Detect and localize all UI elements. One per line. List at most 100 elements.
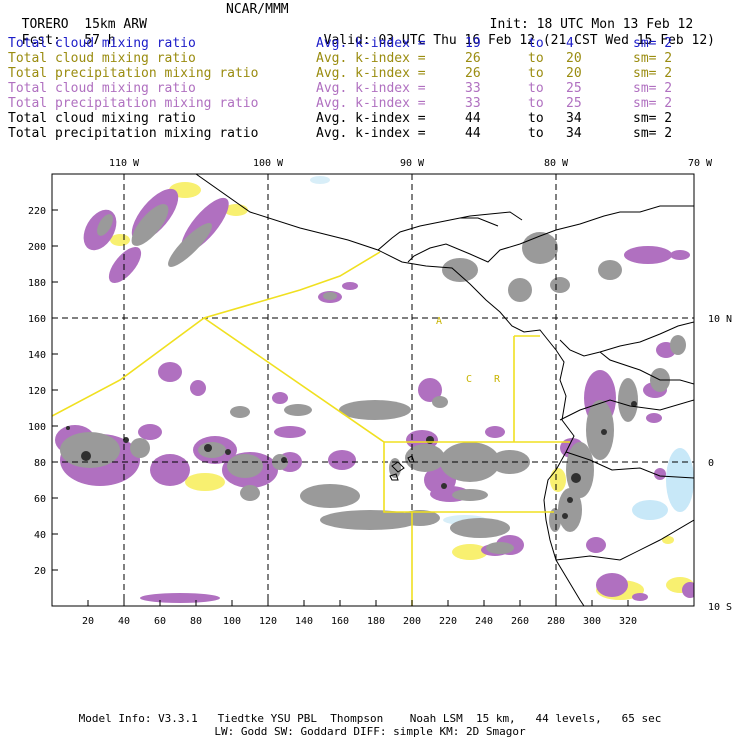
axis-top: 110 W 100 W 90 W 80 W 70 W <box>109 158 713 169</box>
header-org: NCAR/MMM <box>226 2 289 17</box>
left-tick-label: 140 <box>28 350 46 361</box>
legend-row: Total cloud mixing ratio Avg. k-index = 19… <box>8 36 728 51</box>
right-latitude-label: 10 S <box>708 602 732 613</box>
legend-to: to <box>528 81 544 96</box>
legend-row: Total precipitation mixing ratio Avg. k-i… <box>8 96 728 111</box>
legend-from: 26 <box>465 51 481 66</box>
legend-from: 44 <box>465 111 481 126</box>
top-longitude-label: 100 W <box>253 158 284 169</box>
legend-to: to <box>528 96 544 111</box>
legend-to-value: 25 <box>566 96 582 111</box>
legend-to-value: 20 <box>566 51 582 66</box>
left-tick-label: 40 <box>34 530 46 541</box>
bottom-tick-label: 200 <box>403 616 421 627</box>
legend-label: Avg. k-index = <box>316 126 426 141</box>
bottom-tick-label: 300 <box>583 616 601 627</box>
bottom-tick-label: 80 <box>190 616 202 627</box>
legend-to-value: 20 <box>566 66 582 81</box>
legend-field: Total cloud mixing ratio <box>8 36 196 51</box>
legend-row: Total cloud mixing ratio Avg. k-index = 26… <box>8 51 728 66</box>
coastlines <box>195 174 694 606</box>
fcst-hours: 57 h <box>84 33 116 48</box>
legend-row: Total cloud mixing ratio Avg. k-index = 33… <box>8 81 728 96</box>
inner-label-a: A <box>436 316 442 327</box>
bottom-tick-label: 40 <box>118 616 130 627</box>
inner-label-r: R <box>494 374 501 385</box>
right-latitude-label: 0 <box>708 458 714 469</box>
legend-sm: sm= 2 <box>633 51 673 66</box>
legend-from: 19 <box>465 36 481 51</box>
legend-to-value: 34 <box>566 126 582 141</box>
legend-to: to <box>528 66 544 81</box>
cloud-layer-purple <box>55 188 694 603</box>
axis-right: 10 N 0 10 S <box>708 314 732 613</box>
axis-bottom: 20 40 60 80 100 120 140 160 180 200 220 240 260 280 30… <box>82 600 637 627</box>
legend-to-value: 25 <box>566 81 582 96</box>
left-tick-label: 80 <box>34 458 46 469</box>
bottom-tick-label: 160 <box>331 616 349 627</box>
footer-line-1: Model Info: V3.3.1 Tiedtke YSU PBL Thomp… <box>78 712 662 725</box>
left-tick-label: 160 <box>28 314 46 325</box>
bottom-tick-label: 180 <box>367 616 385 627</box>
top-longitude-label: 110 W <box>109 158 140 169</box>
legend-from: 33 <box>465 81 481 96</box>
header-model-line: TORERO 15km ARW <box>6 2 147 32</box>
left-tick-label: 120 <box>28 386 46 397</box>
legend-row: Total cloud mixing ratio Avg. k-index = 44… <box>8 111 728 126</box>
bottom-tick-label: 140 <box>295 616 313 627</box>
top-longitude-label: 70 W <box>688 158 713 169</box>
init-time: 18 UTC Mon 13 Feb 12 <box>536 17 694 32</box>
valid-time: 03 UTC Thu 16 Feb 12 (21 CST Wed 15 Feb … <box>378 33 715 48</box>
header-valid-line: Valid: 03 UTC Thu 16 Feb 12 (21 CST Wed … <box>308 18 715 48</box>
legend-row: Total precipitation mixing ratio Avg. k-i… <box>8 66 728 81</box>
legend-to: to <box>528 36 544 51</box>
model-resolution: 15km ARW <box>84 17 147 32</box>
axis-left: 20 40 60 80 100 120 140 160 180 200 220 <box>28 206 58 577</box>
footer-line-2: LW: Godd SW: Goddard DIFF: simple KM: 2D… <box>214 725 526 738</box>
init-label: Init: <box>489 17 529 32</box>
legend-label: Avg. k-index = <box>316 51 426 66</box>
domain-boundary <box>52 251 570 606</box>
bottom-tick-label: 120 <box>259 616 277 627</box>
legend-sm: sm= 2 <box>633 66 673 81</box>
model-name: TORERO <box>21 17 69 32</box>
left-tick-label: 220 <box>28 206 46 217</box>
legend-sm: sm= 2 <box>633 126 673 141</box>
legend-sm: sm= 2 <box>633 111 673 126</box>
legend-label: Avg. k-index = <box>316 66 426 81</box>
bottom-tick-label: 100 <box>223 616 241 627</box>
legend: Total cloud mixing ratio Avg. k-index = 19… <box>0 36 740 146</box>
left-tick-label: 180 <box>28 278 46 289</box>
legend-field: Total cloud mixing ratio <box>8 81 196 96</box>
left-tick-label: 60 <box>34 494 46 505</box>
legend-field: Total precipitation mixing ratio <box>8 126 259 141</box>
legend-sm: sm= 2 <box>633 96 673 111</box>
left-tick-label: 20 <box>34 566 46 577</box>
legend-field: Total cloud mixing ratio <box>8 111 196 126</box>
bottom-tick-label: 260 <box>511 616 529 627</box>
legend-from: 26 <box>465 66 481 81</box>
fcst-label: Fcst: <box>21 33 61 48</box>
legend-to: to <box>528 126 544 141</box>
legend-to-value: 34 <box>566 111 582 126</box>
left-tick-label: 100 <box>28 422 46 433</box>
top-longitude-label: 90 W <box>400 158 425 169</box>
legend-label: Avg. k-index = <box>316 36 426 51</box>
bottom-tick-label: 320 <box>619 616 637 627</box>
cloud-layer-gray <box>60 204 686 554</box>
top-longitude-label: 80 W <box>544 158 569 169</box>
legend-row: Total precipitation mixing ratio Avg. k-i… <box>8 126 728 141</box>
legend-label: Avg. k-index = <box>316 96 426 111</box>
legend-label: Avg. k-index = <box>316 111 426 126</box>
legend-label: Avg. k-index = <box>316 81 426 96</box>
legend-to: to <box>528 111 544 126</box>
header-init-line: Init: 18 UTC Mon 13 Feb 12 <box>474 2 694 32</box>
legend-field: Total precipitation mixing ratio <box>8 96 259 111</box>
legend-sm: sm= 2 <box>633 36 673 51</box>
bottom-tick-label: 60 <box>154 616 166 627</box>
bottom-tick-label: 280 <box>547 616 565 627</box>
legend-from: 33 <box>465 96 481 111</box>
legend-from: 44 <box>465 126 481 141</box>
bottom-tick-label: 20 <box>82 616 94 627</box>
legend-to: to <box>528 51 544 66</box>
